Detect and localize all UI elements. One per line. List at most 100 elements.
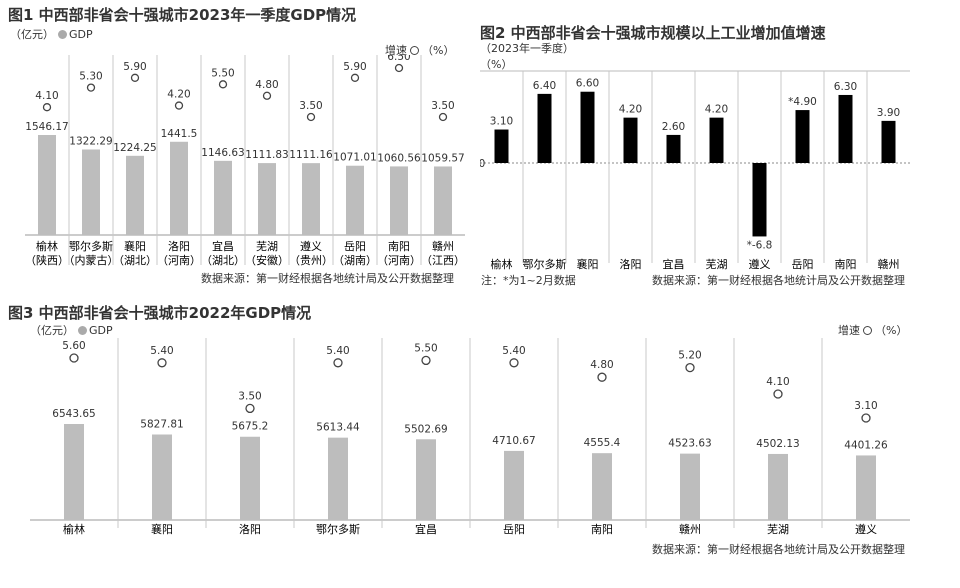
gdp-value-label: 5502.69 — [404, 423, 447, 435]
industry-bar — [752, 163, 767, 237]
chart1-plot: 1546.17 4.10 榆林（陕西） 1322.29 5.30 鄂尔多斯（内蒙古） 122… — [25, 55, 465, 267]
city-tick-label: 岳阳 — [344, 240, 366, 253]
industry-value-label: 2.60 — [662, 121, 685, 133]
city-tick-label: 洛阳 — [168, 239, 190, 253]
gdp-bar — [416, 439, 436, 520]
city-tick-label: 襄阳 — [577, 257, 599, 271]
chart3-legend: （亿元） GDP — [30, 322, 113, 338]
city-tick-label: 鄂尔多斯 — [69, 239, 113, 253]
chart1-legend: （亿元） GDP — [10, 26, 93, 42]
city-tick-label: 遵义 — [855, 522, 877, 536]
province-tick-label: （河南） — [157, 254, 201, 267]
chart1-gdp-label: GDP — [69, 28, 93, 41]
industry-bar — [537, 93, 552, 163]
growth-point — [861, 413, 871, 423]
growth-point — [218, 80, 228, 89]
gdp-bar — [346, 165, 364, 235]
gdp-bar — [82, 149, 100, 235]
industry-bar — [623, 117, 638, 163]
growth-value-label: 5.60 — [62, 340, 85, 352]
growth-value-label: 5.90 — [123, 61, 146, 73]
growth-point — [86, 83, 96, 92]
growth-value-label: 5.90 — [343, 61, 366, 73]
industry-value-label: 6.40 — [533, 80, 556, 92]
growth-value-label: 4.80 — [590, 359, 613, 371]
city-tick-label: 洛阳 — [239, 522, 261, 536]
gdp-bar — [302, 163, 320, 235]
gdp-bar — [240, 436, 260, 520]
growth-value-label: 6.50 — [387, 55, 410, 63]
chart3-gdp-label: GDP — [89, 324, 113, 337]
gdp-value-label: 5675.2 — [232, 421, 269, 433]
gdp-value-label: 1546.17 — [25, 121, 68, 133]
chart1-title: 图1 中西部非省会十强城市2023年一季度GDP情况 — [8, 6, 357, 24]
chart2-subtitle: （2023年一季度） — [480, 42, 574, 55]
growth-point — [42, 103, 52, 112]
city-tick-label: 赣州 — [679, 522, 701, 536]
city-tick-label: 遵义 — [749, 257, 771, 271]
growth-value-label: 4.80 — [255, 79, 278, 91]
growth-point — [350, 73, 360, 82]
province-tick-label: （内蒙古） — [64, 253, 119, 267]
city-tick-label: 宜昌 — [212, 239, 234, 253]
chart2-title: 图2 中西部非省会十强城市规模以上工业增加值增速 — [480, 24, 826, 42]
industry-value-label: 6.30 — [834, 81, 857, 93]
chart3-source: 数据来源：第一财经根据各地统计局及公开数据整理 — [652, 543, 905, 556]
chart2-note: 注：*为1~2月数据 — [481, 274, 576, 287]
chart2-unit: （%） — [480, 58, 513, 71]
province-tick-label: （陕西） — [25, 253, 69, 267]
gdp-bar — [390, 166, 408, 235]
chart3-unit-right: （%） — [875, 324, 908, 337]
growth-point — [333, 358, 343, 368]
province-tick-label: （湖北） — [201, 254, 245, 267]
industry-value-label: 3.90 — [877, 107, 900, 119]
city-tick-label: 芜湖 — [767, 522, 789, 536]
gdp-value-label: 5827.81 — [140, 419, 183, 431]
growth-point — [306, 112, 316, 122]
chart2-source: 数据来源：第一财经根据各地统计局及公开数据整理 — [652, 274, 905, 287]
province-tick-label: （河南） — [377, 254, 421, 267]
gdp-value-label: 5613.44 — [316, 422, 360, 434]
gdp-bar — [152, 434, 172, 520]
gdp-bar — [768, 453, 788, 520]
growth-legend-ring-icon — [410, 46, 419, 55]
city-tick-label: 赣州 — [878, 257, 900, 271]
gdp-value-label: 4502.13 — [756, 438, 799, 450]
industry-bar — [580, 91, 595, 163]
industry-bar — [838, 94, 853, 163]
gdp-legend-dot-icon — [58, 30, 67, 39]
gdp-value-label: 1059.57 — [421, 152, 464, 164]
gdp-value-label: 1060.56 — [377, 152, 421, 164]
growth-value-label: 4.10 — [35, 90, 58, 102]
gdp-value-label: 1441.5 — [161, 128, 198, 140]
growth-point — [69, 353, 79, 363]
gdp-value-label: 4523.63 — [668, 438, 711, 450]
industry-bar — [795, 110, 810, 163]
growth-value-label: 4.20 — [167, 89, 190, 101]
gdp-bar — [680, 453, 700, 520]
growth-point — [245, 403, 255, 414]
growth-legend-ring-icon — [863, 326, 872, 335]
growth-point — [421, 355, 431, 366]
gdp-value-label: 1071.01 — [333, 152, 376, 164]
gdp-value-label: 1111.83 — [245, 149, 288, 161]
chart3-title: 图3 中西部非省会十强城市2022年GDP情况 — [8, 304, 312, 322]
gdp-bar — [592, 453, 612, 520]
growth-point — [394, 63, 404, 73]
growth-point — [773, 389, 783, 399]
gdp-bar — [38, 135, 56, 235]
gdp-value-label: 4555.4 — [584, 437, 621, 449]
gdp-legend-dot-icon — [78, 326, 87, 335]
industry-bar — [709, 117, 724, 163]
growth-value-label: 3.50 — [238, 390, 261, 402]
industry-bar — [494, 129, 509, 163]
chart1-legend-right: 增速 （%） — [385, 42, 454, 58]
gdp-value-label: 1322.29 — [69, 135, 112, 147]
chart1-growth-label: 增速 — [385, 44, 407, 57]
city-tick-label: 宜昌 — [415, 522, 437, 536]
gdp-bar — [258, 163, 276, 235]
gdp-bar — [170, 141, 188, 235]
growth-point — [685, 362, 695, 373]
gdp-bar — [126, 155, 144, 235]
industry-value-label: *4.90 — [788, 96, 817, 108]
